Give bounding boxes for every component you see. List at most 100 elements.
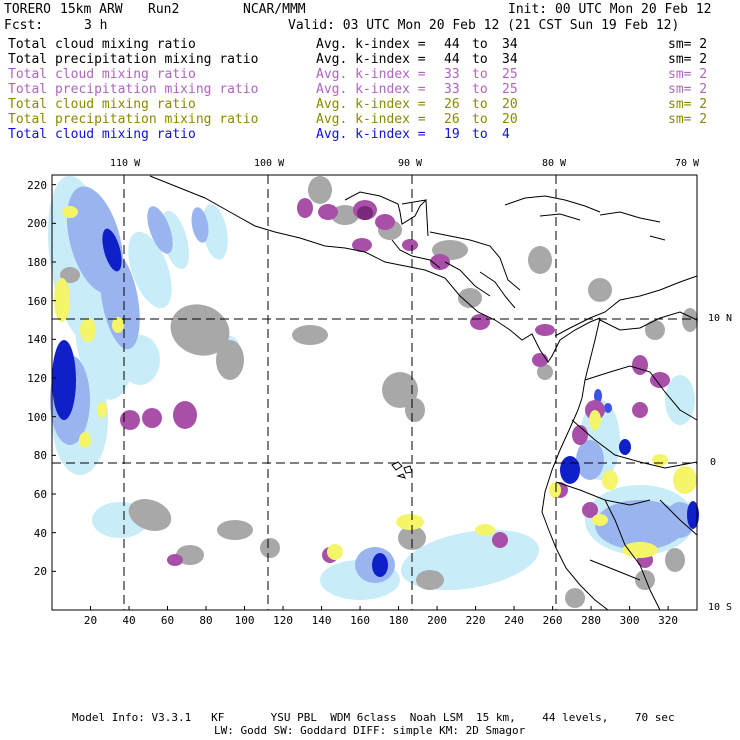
light-blue-cloud bbox=[665, 375, 695, 425]
model-physics: LW: Godd SW: Goddard DIFF: simple KM: 2D… bbox=[214, 724, 526, 737]
x-tick-label: 160 bbox=[350, 614, 370, 627]
gray-cloud bbox=[398, 526, 426, 550]
x-tick-label: 220 bbox=[465, 614, 486, 627]
legend-to: 34 bbox=[502, 52, 518, 67]
legend-field: Total cloud mixing ratio bbox=[8, 97, 196, 112]
yellow-cloud bbox=[652, 454, 668, 466]
yellow-cloud bbox=[97, 402, 107, 418]
yellow-cloud bbox=[673, 466, 697, 494]
x-tick-label: 240 bbox=[504, 614, 525, 627]
legend-from: 19 bbox=[444, 127, 460, 142]
purple-cloud bbox=[120, 410, 140, 430]
purple-cloud bbox=[142, 408, 162, 428]
legend-field: Total cloud mixing ratio bbox=[8, 37, 196, 52]
y-tick-label: 80 bbox=[33, 449, 47, 463]
legend-sm: sm= 2 bbox=[668, 82, 708, 97]
x-tick-label: 320 bbox=[658, 614, 679, 627]
y-tick-label: 140 bbox=[27, 333, 47, 347]
map-frame bbox=[51, 174, 698, 611]
purple-cloud bbox=[173, 401, 197, 429]
legend-from: 33 bbox=[444, 82, 460, 97]
latitude-label: 0 bbox=[710, 457, 717, 468]
gray-cloud bbox=[260, 538, 280, 558]
gray-cloud bbox=[635, 570, 655, 590]
dark-purple-cloud bbox=[357, 206, 373, 220]
longitude-label: 110 W bbox=[110, 158, 141, 169]
valid-time: Valid: 03 UTC Mon 20 Feb 12 (21 CST Sun … bbox=[288, 18, 680, 33]
purple-cloud bbox=[297, 198, 313, 218]
x-tick-label: 100 bbox=[234, 614, 255, 627]
legend-sm: sm= 2 bbox=[668, 97, 708, 112]
legend-from: 26 bbox=[444, 112, 460, 127]
gray-cloud bbox=[128, 499, 172, 531]
legend-to: 25 bbox=[502, 82, 518, 97]
gray-cloud bbox=[458, 288, 482, 308]
x-tick-label: 280 bbox=[581, 614, 602, 627]
yellow-cloud bbox=[396, 514, 424, 530]
purple-cloud bbox=[318, 204, 338, 220]
legend-field: Total precipitation mixing ratio bbox=[8, 52, 259, 67]
legend-to: 20 bbox=[502, 112, 518, 127]
purple-cloud bbox=[582, 502, 598, 518]
yellow-cloud bbox=[62, 206, 78, 218]
legend-to: 4 bbox=[502, 127, 510, 142]
legend-to-label: to bbox=[472, 82, 488, 97]
yellow-cloud bbox=[549, 482, 561, 498]
dark-blue-cloud bbox=[687, 501, 699, 529]
yellow-cloud bbox=[54, 278, 70, 322]
y-tick-label: 120 bbox=[27, 372, 47, 385]
model-name: TORERO bbox=[4, 2, 51, 17]
legend-field: Total cloud mixing ratio bbox=[8, 67, 196, 82]
y-tick-label: 200 bbox=[27, 217, 47, 231]
purple-cloud bbox=[402, 239, 418, 251]
gray-cloud bbox=[308, 176, 332, 204]
gray-cloud bbox=[565, 588, 585, 608]
legend-from: 44 bbox=[444, 52, 460, 67]
purple-cloud bbox=[632, 355, 648, 375]
legend-sm: sm= 2 bbox=[668, 67, 708, 82]
yellow-cloud bbox=[602, 470, 618, 490]
purple-cloud bbox=[572, 425, 588, 445]
legend-to-label: to bbox=[472, 97, 488, 112]
legend-field: Total precipitation mixing ratio bbox=[8, 82, 259, 97]
longitude-label: 70 W bbox=[675, 158, 700, 169]
legend-from: 26 bbox=[444, 97, 460, 112]
axis-ticks bbox=[52, 184, 669, 610]
x-tick-label: 20 bbox=[83, 614, 98, 627]
legend-to: 25 bbox=[502, 67, 518, 82]
lat-lon-grid bbox=[52, 175, 697, 610]
yellow-cloud bbox=[112, 317, 124, 333]
purple-cloud bbox=[167, 554, 183, 566]
purple-cloud bbox=[375, 214, 395, 230]
yellow-cloud bbox=[592, 514, 608, 526]
y-tick-label: 100 bbox=[27, 410, 47, 424]
mid-blue-cloud bbox=[576, 440, 604, 480]
fcst-value: 3 h bbox=[84, 18, 108, 33]
x-tick-label: 60 bbox=[160, 614, 175, 627]
cloud-fields bbox=[48, 175, 699, 608]
gray-cloud bbox=[405, 398, 425, 422]
legend-to: 34 bbox=[502, 37, 518, 52]
legend-to-label: to bbox=[472, 112, 488, 127]
blue-cloud bbox=[594, 389, 602, 403]
light-blue-cloud bbox=[202, 204, 228, 260]
mid-blue-cloud bbox=[595, 500, 685, 550]
legend-to: 20 bbox=[502, 97, 518, 112]
legend-sm: sm= 2 bbox=[668, 52, 708, 67]
purple-cloud bbox=[430, 254, 450, 270]
gray-cloud bbox=[217, 520, 253, 540]
x-tick-label: 40 bbox=[122, 614, 136, 627]
gray-cloud bbox=[60, 267, 80, 283]
gray-cloud bbox=[331, 205, 359, 225]
yellow-cloud bbox=[79, 432, 91, 448]
longitude-label: 90 W bbox=[398, 158, 423, 169]
blue-cloud bbox=[604, 403, 612, 413]
coastlines bbox=[149, 175, 698, 611]
y-tick-label: 20 bbox=[33, 565, 47, 579]
longitude-label: 80 W bbox=[542, 158, 567, 169]
mid-blue-cloud bbox=[100, 250, 140, 350]
legend-sm: sm= 2 bbox=[668, 112, 708, 127]
y-tick-label: 220 bbox=[27, 178, 47, 192]
gray-cloud bbox=[588, 278, 612, 302]
